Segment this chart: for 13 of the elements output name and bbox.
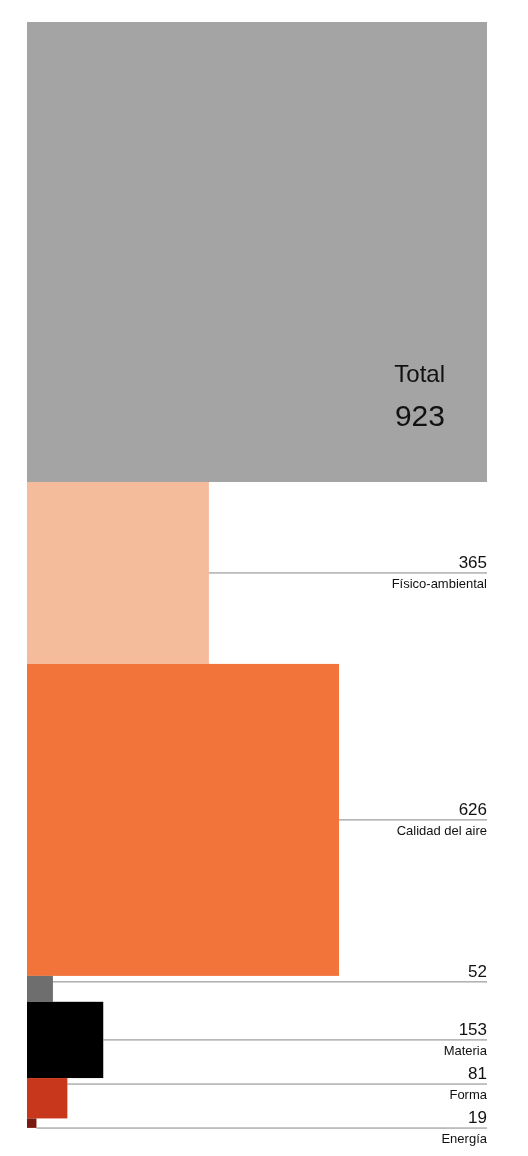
data-label: 626: [458, 799, 487, 819]
category-label: Energía: [441, 1131, 488, 1147]
data-label: 365: [458, 552, 487, 572]
data-label: 52: [468, 961, 487, 981]
data-label: 19: [468, 1108, 487, 1128]
category-label: Total: [394, 360, 445, 387]
data-label: 153: [458, 1019, 487, 1039]
category-label: Materia: [443, 1042, 488, 1058]
category-label: Físico-ambiental: [391, 575, 488, 591]
data-label: 923: [394, 399, 445, 432]
category-label: Calidad del aire: [396, 822, 487, 838]
category-label: Forma: [449, 1087, 488, 1103]
data-label: 81: [468, 1064, 487, 1084]
